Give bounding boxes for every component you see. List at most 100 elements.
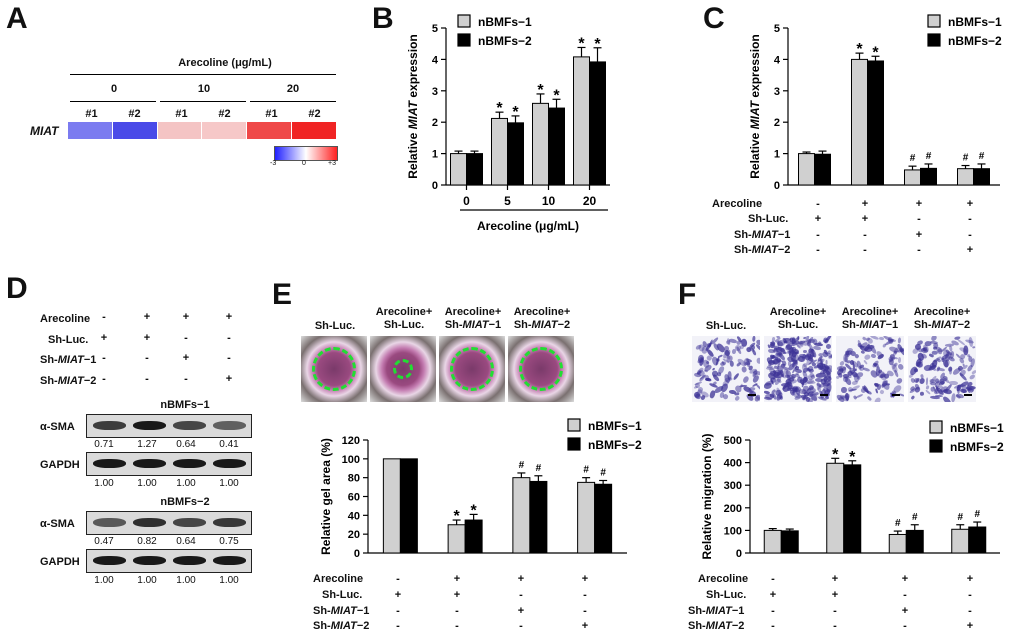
condition-cell: - — [833, 605, 837, 617]
image-header-line2: Sh-MIAT−1 — [444, 319, 502, 331]
condition-cell: - — [968, 605, 972, 617]
heatmap-row — [68, 122, 336, 139]
legend-label: nBMFs−1 — [948, 15, 1002, 29]
migrated-cell — [840, 387, 847, 394]
legend-label: nBMFs−2 — [950, 440, 1004, 454]
migration-photo — [692, 336, 760, 402]
condition-cell: - — [184, 373, 188, 385]
migrated-cell — [825, 351, 832, 359]
migrated-cell — [872, 362, 877, 367]
densitometry-value: 0.64 — [176, 439, 196, 450]
cond-label-arecoline: Arecoline — [40, 313, 91, 325]
significance-mark: * — [537, 82, 544, 99]
replicate-label: #2 — [128, 108, 141, 120]
condition-cell: - — [227, 332, 231, 344]
condition-cell: - — [227, 352, 231, 364]
migrated-cell — [971, 370, 976, 375]
bar — [888, 533, 907, 554]
legend-swatch — [929, 439, 943, 453]
heatmap-cell — [112, 122, 157, 139]
densitometry-value: 0.47 — [94, 536, 114, 547]
migrated-cell — [878, 337, 884, 341]
image-header-line1: Arecoline+ — [841, 306, 899, 318]
condition-cell: - — [396, 605, 400, 617]
heatmap-cell — [292, 122, 336, 139]
densitometry-value: 1.00 — [219, 575, 239, 586]
cond-label-shluc: Sh-Luc. — [48, 334, 89, 346]
migrated-cell — [808, 368, 815, 374]
migrated-cell — [863, 366, 871, 372]
condition-cell: + — [581, 620, 589, 632]
legend-swatch — [927, 14, 941, 28]
condition-cell: + — [915, 229, 923, 241]
condition-cell: + — [966, 198, 974, 210]
blot-band — [93, 518, 126, 527]
migrated-cell — [734, 394, 741, 401]
gel-photo — [370, 336, 436, 402]
densitometry-value: 1.00 — [176, 478, 196, 489]
bar — [826, 462, 845, 554]
x-tick-label: 10 — [542, 194, 556, 208]
replicate-label: #1 — [175, 108, 188, 120]
migrated-cell — [896, 337, 901, 345]
migrated-cell — [881, 342, 887, 349]
condition-cell: - — [968, 213, 972, 225]
condition-cell: - — [771, 605, 775, 617]
cond-label-sh1: Sh-MIAT−1 — [734, 229, 791, 241]
y-tick-label: 0 — [432, 180, 438, 192]
legend-label: nBMFs−1 — [478, 15, 532, 29]
condition-cell: + — [225, 311, 233, 323]
y-tick-label: 60 — [348, 492, 360, 504]
legend-swatch — [927, 33, 941, 47]
replicate-label: #1 — [265, 108, 278, 120]
significance-mark: # — [926, 151, 932, 162]
migration-photo — [764, 336, 832, 402]
blot-band — [133, 459, 166, 468]
image-header-line2: Sh-Luc. — [383, 319, 425, 331]
scale-min: -3 — [270, 160, 277, 167]
migrated-cell — [919, 391, 925, 396]
blot-band — [133, 421, 166, 430]
significance-mark: * — [849, 449, 856, 466]
bar — [904, 169, 921, 186]
image-header-line1: Arecoline+ — [769, 306, 827, 318]
significance-mark: * — [856, 41, 863, 58]
dose-label: 10 — [197, 83, 211, 95]
densitometry-value: 0.64 — [176, 536, 196, 547]
blot-group-1-title: nBMFs−1 — [160, 399, 210, 411]
blot-sma-1 — [86, 414, 252, 438]
gel-photo — [301, 336, 367, 402]
cond-label-shluc: Sh-Luc. — [748, 213, 789, 225]
dose-label: 20 — [286, 83, 300, 95]
migrated-cell — [741, 365, 748, 373]
replicate-label: #1 — [85, 108, 98, 120]
gene-label: MIAT — [30, 124, 59, 138]
condition-cell: + — [453, 573, 461, 585]
y-tick-label: 5 — [432, 23, 438, 35]
migrated-cell — [949, 366, 953, 374]
cond-label-sh1: Sh-MIAT−1 — [40, 354, 97, 366]
migrated-cell — [918, 377, 926, 386]
bar — [464, 519, 483, 554]
densitometry-value: 1.00 — [94, 478, 114, 489]
y-tick-label: 4 — [432, 54, 439, 66]
blot-gapdh-2 — [86, 549, 252, 573]
gel-outline — [312, 347, 356, 391]
gel-outline — [393, 359, 413, 379]
condition-cell: + — [966, 620, 974, 632]
replicate-label: #2 — [308, 108, 321, 120]
condition-cell: + — [831, 589, 839, 601]
migrated-cell — [754, 343, 760, 352]
condition-cell: + — [814, 213, 822, 225]
blot-gapdh-1 — [86, 452, 252, 476]
migrated-cell — [732, 372, 740, 382]
dose-line — [70, 101, 156, 102]
y-axis-label: Relative MIAT expression — [406, 34, 420, 179]
heatmap-cell — [247, 122, 292, 139]
migrated-cell — [924, 376, 928, 385]
blot-sma-2 — [86, 511, 252, 535]
condition-cell: - — [816, 198, 820, 210]
migrated-cell — [884, 373, 890, 379]
blot-band — [173, 459, 206, 468]
migrated-cell — [968, 373, 976, 381]
